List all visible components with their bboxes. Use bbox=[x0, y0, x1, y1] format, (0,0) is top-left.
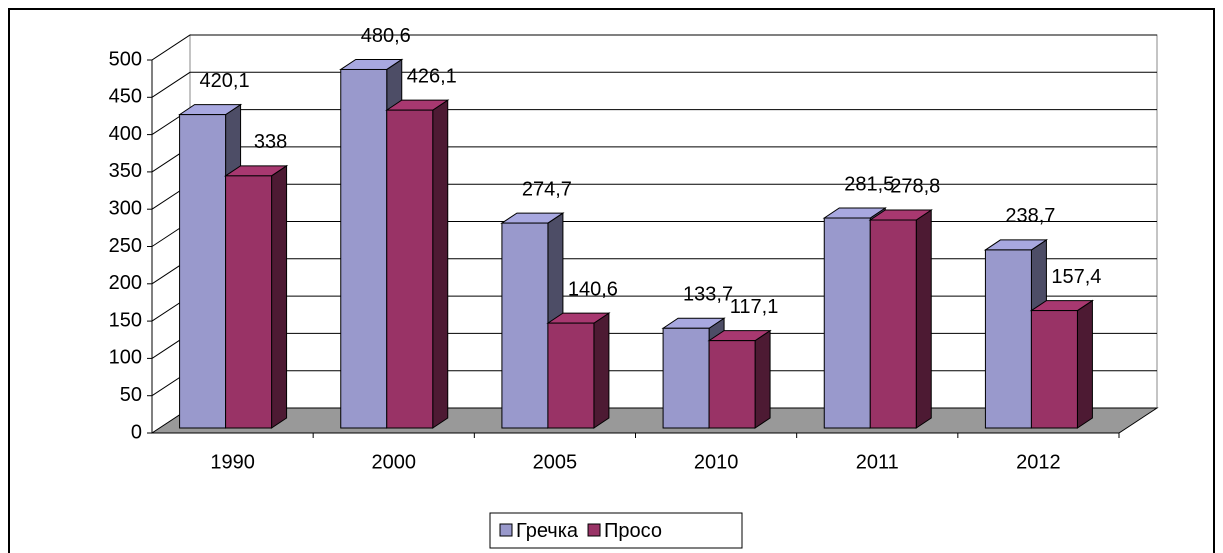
x-tick-label: 2010 bbox=[694, 451, 739, 473]
y-tick-label: 100 bbox=[109, 347, 142, 369]
x-tick-label: 2011 bbox=[856, 451, 899, 473]
y-tick-label: 350 bbox=[109, 160, 142, 182]
bar-front bbox=[869, 219, 917, 429]
bar bbox=[1029, 299, 1095, 429]
y-tick-label: 0 bbox=[131, 421, 142, 443]
legend-label: Просо bbox=[604, 520, 662, 542]
bar-front bbox=[340, 68, 388, 429]
bar-front bbox=[225, 175, 273, 429]
y-tick-label: 450 bbox=[109, 86, 142, 108]
bar bbox=[546, 312, 611, 429]
y-tick-label: 250 bbox=[109, 235, 142, 257]
grid-line bbox=[151, 34, 1157, 61]
bar-front bbox=[1030, 310, 1078, 429]
y-tick-label: 300 bbox=[109, 197, 142, 219]
x-tick-label: 2012 bbox=[1016, 451, 1061, 473]
y-tick-label: 200 bbox=[109, 272, 142, 294]
value-label: 133,7 bbox=[683, 284, 733, 306]
value-label: 274,7 bbox=[522, 178, 572, 200]
bar-side bbox=[432, 99, 449, 429]
value-label: 238,7 bbox=[1005, 205, 1055, 227]
bar bbox=[868, 209, 933, 429]
value-label: 157,4 bbox=[1051, 266, 1101, 288]
bar-front bbox=[823, 217, 871, 429]
bar-front bbox=[179, 114, 227, 429]
y-tick-label: 500 bbox=[109, 48, 142, 70]
legend-swatch bbox=[587, 523, 601, 537]
y-tick-label: 400 bbox=[109, 123, 142, 145]
value-label: 426,1 bbox=[407, 65, 457, 87]
bar-front bbox=[547, 322, 595, 429]
bar-front bbox=[662, 327, 710, 429]
bar-side bbox=[271, 164, 288, 429]
value-label: 140,6 bbox=[568, 278, 618, 300]
bar-front bbox=[386, 109, 434, 429]
legend-box bbox=[489, 512, 743, 549]
value-label: 281,5 bbox=[844, 173, 894, 195]
legend-label: Гречка bbox=[516, 520, 579, 542]
x-tick-label: 1990 bbox=[210, 451, 255, 473]
bar-front bbox=[708, 340, 756, 429]
bar-side bbox=[915, 209, 932, 429]
x-tick-label: 2000 bbox=[372, 451, 417, 473]
bar-side bbox=[593, 312, 610, 429]
x-tick-label: 2005 bbox=[533, 451, 578, 473]
value-label: 420,1 bbox=[200, 70, 250, 92]
value-label: 117,1 bbox=[730, 296, 779, 318]
y-tick-label: 50 bbox=[120, 384, 142, 406]
bar-front bbox=[501, 222, 549, 429]
bar bbox=[385, 99, 450, 429]
value-label: 480,6 bbox=[361, 25, 411, 47]
value-label: 278,8 bbox=[890, 175, 940, 197]
grid-line bbox=[151, 71, 1157, 98]
bar bbox=[707, 329, 772, 429]
value-label: 338 bbox=[254, 131, 287, 153]
bar-side bbox=[1076, 299, 1093, 429]
y-tick-label: 150 bbox=[109, 309, 142, 331]
bar-side bbox=[754, 329, 771, 429]
bar bbox=[223, 164, 289, 429]
legend-swatch bbox=[499, 523, 513, 537]
bar-front bbox=[984, 249, 1032, 429]
